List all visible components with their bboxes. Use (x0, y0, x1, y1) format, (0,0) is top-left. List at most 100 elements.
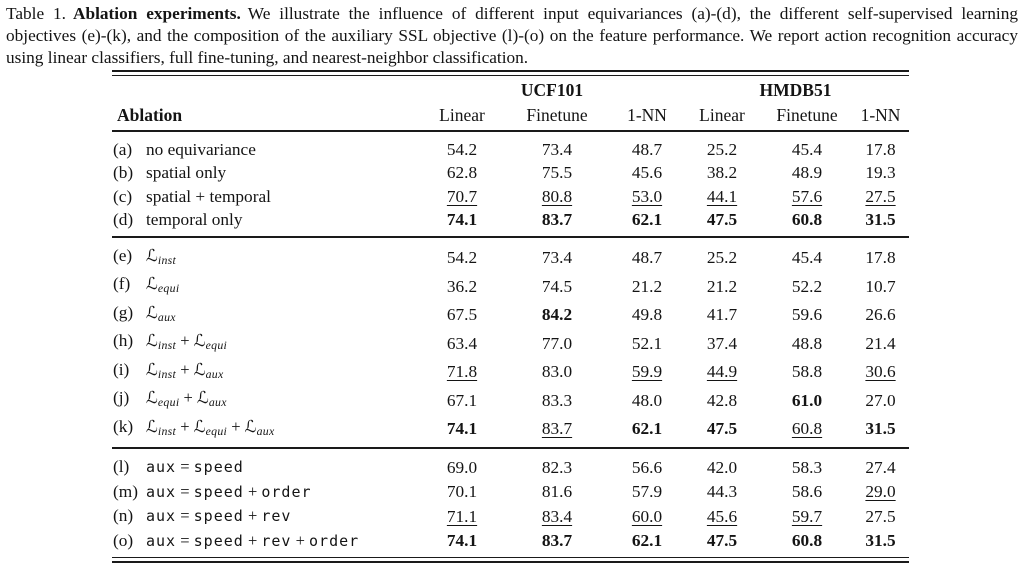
cell-value: 84.2 (502, 301, 612, 330)
row-label-cell: (g) ℒaux (112, 301, 422, 330)
row-label-cell: (o) aux = speed + rev + order (112, 529, 422, 558)
cell-value: 41.7 (682, 301, 762, 330)
cell-value-text: 10.7 (865, 276, 896, 296)
cell-value-text: 74.1 (446, 531, 478, 551)
label-part-op: + (176, 416, 194, 436)
label-part-op: + (243, 530, 262, 550)
cell-value-text: 62.8 (446, 163, 478, 183)
label-part-op: + (179, 388, 197, 408)
table-row: (m) aux = speed + order 70.1 81.6 57.9 44.3 58… (112, 480, 909, 505)
row-label: aux = speed + rev + order (146, 531, 359, 550)
cell-value-text: 63.4 (446, 333, 478, 353)
cell-value-text: 74.5 (541, 276, 573, 296)
row-label-cell: (f) ℒequi (112, 272, 422, 301)
cell-value-text: 38.2 (706, 163, 738, 183)
cell-value: 53.0 (612, 185, 682, 209)
cell-value-text: 67.1 (446, 390, 478, 410)
cell-value: 60.0 (612, 504, 682, 529)
label-part-scr: ℒ (146, 416, 158, 436)
cell-value-text: 71.1 (446, 506, 478, 526)
table-row: (n) aux = speed + rev 71.1 83.4 60.0 45.6 59.7… (112, 504, 909, 529)
cell-value: 27.5 (852, 185, 909, 209)
cell-value-text: 53.0 (631, 186, 663, 206)
cell-value-text: 59.7 (791, 506, 823, 526)
caption-title: Ablation experiments. (73, 4, 241, 23)
cell-value: 48.0 (612, 386, 682, 415)
cell-value: 44.1 (682, 185, 762, 209)
cell-value: 58.3 (762, 448, 852, 480)
cell-value-text: 69.0 (446, 457, 478, 477)
label-part-mono: rev (261, 531, 292, 550)
table-row: (f) ℒequi 36.2 74.5 21.2 21.2 52.2 10.7 (112, 272, 909, 301)
label-part-sub: inst (157, 366, 177, 381)
cell-value-text: 58.3 (791, 457, 823, 477)
label-part-op: = (176, 457, 194, 477)
table-caption: Table 1. Ablation experiments. We illustra… (6, 3, 1018, 69)
row-id: (i) (113, 359, 130, 379)
cell-value: 29.0 (852, 480, 909, 505)
cell-value-text: 25.2 (706, 139, 738, 159)
cell-value-text: 45.6 (706, 506, 738, 526)
cell-value-text: 44.9 (706, 362, 738, 382)
row-id: (e) (113, 245, 133, 265)
cell-value-text: 83.7 (541, 419, 573, 439)
table-row: (c) spatial + temporal 70.7 80.8 53.0 44.1 57.… (112, 185, 909, 209)
cell-value: 83.3 (502, 386, 612, 415)
cell-value: 61.0 (762, 386, 852, 415)
row-id: (l) (113, 457, 130, 477)
cell-value-text: 31.5 (865, 531, 896, 551)
cell-value: 67.5 (422, 301, 502, 330)
cell-value-text: 31.5 (865, 210, 896, 230)
cell-value: 82.3 (502, 448, 612, 480)
row-label: ℒinst + ℒequi (146, 331, 227, 352)
row-label-cell: (m) aux = speed + order (112, 480, 422, 505)
cell-value: 21.2 (612, 272, 682, 301)
label-part-scr: ℒ (244, 416, 257, 436)
cell-value: 58.6 (762, 480, 852, 505)
cell-value: 74.1 (422, 415, 502, 449)
cell-value-text: 61.0 (791, 390, 823, 410)
cell-value-text: 57.9 (631, 482, 663, 502)
cell-value: 70.1 (422, 480, 502, 505)
cell-value-text: 58.8 (791, 362, 823, 382)
cell-value: 81.6 (502, 480, 612, 505)
cell-value-text: 62.1 (631, 531, 663, 551)
label-part-mono: aux (146, 531, 177, 550)
label-part-op: + (243, 481, 262, 501)
cell-value-text: 44.1 (706, 186, 738, 206)
cell-value-text: 45.4 (791, 139, 823, 159)
label-part-txt: no equivariance (146, 139, 256, 159)
cell-value-text: 42.0 (706, 457, 738, 477)
row-id: (b) (113, 163, 134, 183)
label-part-op: + (227, 416, 245, 436)
cell-value-text: 25.2 (706, 248, 738, 268)
row-id: (f) (113, 274, 131, 294)
label-part-scr: ℒ (146, 331, 158, 351)
cell-value-text: 67.5 (446, 305, 478, 325)
cell-value: 45.6 (682, 504, 762, 529)
row-label: no equivariance (146, 140, 256, 159)
label-part-op: + (243, 506, 262, 526)
label-part-sub: inst (157, 423, 177, 438)
label-part-sub: aux (157, 309, 176, 324)
cell-value: 45.6 (612, 161, 682, 185)
cell-value: 47.5 (682, 529, 762, 558)
cell-value: 62.8 (422, 161, 502, 185)
cell-value-text: 27.0 (865, 390, 896, 410)
cell-value-text: 77.0 (541, 333, 573, 353)
cell-value-text: 62.1 (631, 210, 663, 230)
cell-value: 26.6 (852, 301, 909, 330)
cell-value: 56.6 (612, 448, 682, 480)
cell-value: 59.9 (612, 358, 682, 387)
column-header-hmdb-1nn: 1-NN (852, 100, 910, 132)
table-row: (k) ℒinst + ℒequi + ℒaux 74.1 83.7 62.1 47.5 6… (112, 415, 909, 449)
cell-value: 67.1 (422, 386, 502, 415)
cell-value-text: 17.8 (865, 248, 896, 268)
cell-value: 52.2 (762, 272, 852, 301)
label-part-scr: ℒ (146, 388, 158, 408)
label-part-sub: equi (157, 395, 180, 410)
row-id: (g) (113, 302, 134, 322)
group-header-spacer (112, 76, 422, 101)
cell-value: 74.1 (422, 208, 502, 237)
cell-value: 31.5 (852, 208, 909, 237)
